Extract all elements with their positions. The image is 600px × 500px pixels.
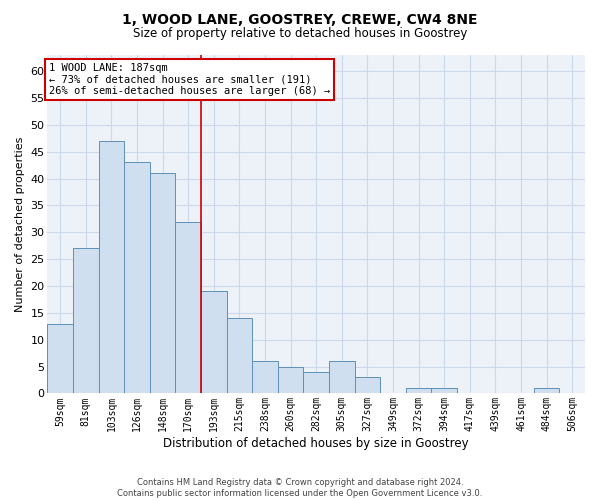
Bar: [47, 324, 73, 394]
Bar: [329, 361, 355, 394]
Text: Contains HM Land Registry data © Crown copyright and database right 2024.
Contai: Contains HM Land Registry data © Crown c…: [118, 478, 482, 498]
Bar: [73, 248, 98, 394]
Text: 1, WOOD LANE, GOOSTREY, CREWE, CW4 8NE: 1, WOOD LANE, GOOSTREY, CREWE, CW4 8NE: [122, 12, 478, 26]
Bar: [252, 361, 278, 394]
Bar: [175, 222, 201, 394]
Bar: [150, 173, 175, 394]
Bar: [124, 162, 150, 394]
Bar: [304, 372, 329, 394]
Y-axis label: Number of detached properties: Number of detached properties: [15, 136, 25, 312]
Text: 1 WOOD LANE: 187sqm
← 73% of detached houses are smaller (191)
26% of semi-detac: 1 WOOD LANE: 187sqm ← 73% of detached ho…: [49, 63, 330, 96]
Bar: [406, 388, 431, 394]
Bar: [278, 366, 304, 394]
Bar: [227, 318, 252, 394]
Bar: [534, 388, 559, 394]
Bar: [355, 378, 380, 394]
Bar: [201, 292, 227, 394]
Bar: [98, 141, 124, 394]
X-axis label: Distribution of detached houses by size in Goostrey: Distribution of detached houses by size …: [163, 437, 469, 450]
Bar: [431, 388, 457, 394]
Text: Size of property relative to detached houses in Goostrey: Size of property relative to detached ho…: [133, 28, 467, 40]
